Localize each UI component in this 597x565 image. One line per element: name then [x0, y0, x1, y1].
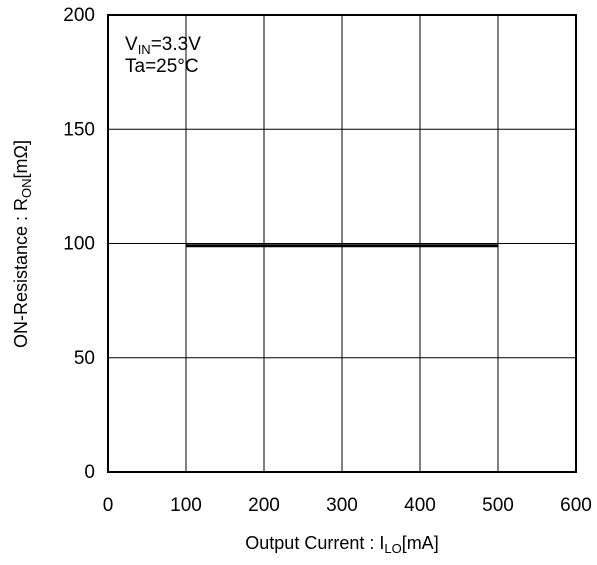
x-axis-label-sub: LO: [384, 541, 401, 556]
ta-annotation: Ta=25°C: [125, 56, 199, 77]
vin-annotation: VIN=3.3V: [125, 34, 201, 57]
y-tick-label: 150: [63, 119, 95, 140]
vin-subscript: IN: [138, 42, 151, 57]
y-axis-label-main: ON-Resistance : R: [11, 198, 31, 348]
grid-lines: [108, 15, 576, 472]
x-tick-label: 200: [248, 495, 280, 516]
x-axis-label-unit: [mA]: [402, 533, 439, 553]
x-tick-label: 300: [326, 495, 358, 516]
x-tick-label: 100: [170, 495, 202, 516]
x-tick-label: 400: [404, 495, 436, 516]
y-tick-label: 50: [74, 348, 95, 369]
x-tick-label: 500: [482, 495, 514, 516]
x-axis-label: Output Current : ILO[mA]: [245, 533, 438, 556]
y-axis-label: ON-Resistance : RON[mΩ]: [11, 140, 34, 348]
x-axis-label-main: Output Current : I: [245, 533, 384, 553]
y-axis-label-unit: [mΩ]: [11, 140, 31, 178]
vin-prefix: V: [125, 34, 138, 55]
x-tick-label: 0: [103, 495, 114, 516]
y-tick-labels: 0 50 100 150 200: [63, 5, 95, 483]
vin-value: =3.3V: [151, 34, 202, 55]
y-tick-label: 100: [63, 234, 95, 255]
y-axis-label-sub: ON: [19, 178, 34, 198]
y-tick-label: 200: [63, 5, 95, 26]
x-tick-label: 600: [560, 495, 592, 516]
x-tick-labels: 0 100 200 300 400 500 600: [103, 495, 592, 516]
y-tick-label: 0: [84, 462, 95, 483]
plot-frame: [107, 14, 577, 473]
